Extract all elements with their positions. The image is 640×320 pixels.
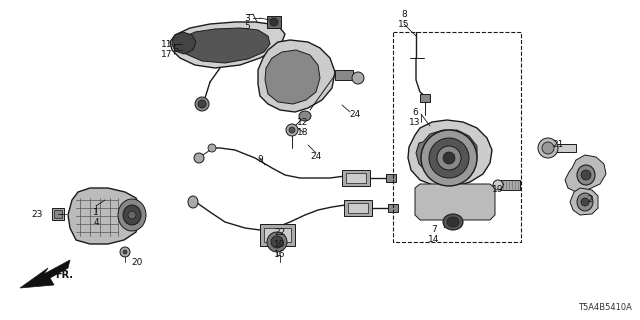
Ellipse shape bbox=[352, 72, 364, 84]
Bar bbox=[393, 32, 521, 242]
Polygon shape bbox=[416, 130, 477, 177]
Polygon shape bbox=[68, 188, 140, 244]
Bar bbox=[335, 70, 353, 80]
Bar bbox=[260, 224, 295, 246]
Text: 12: 12 bbox=[298, 118, 308, 127]
Bar bbox=[556, 144, 576, 152]
Bar bbox=[500, 180, 520, 190]
Ellipse shape bbox=[123, 205, 141, 225]
Text: 11: 11 bbox=[161, 40, 172, 49]
Text: 5: 5 bbox=[244, 22, 250, 31]
Polygon shape bbox=[570, 188, 598, 215]
Ellipse shape bbox=[128, 211, 136, 219]
Ellipse shape bbox=[195, 97, 209, 111]
Polygon shape bbox=[170, 22, 285, 68]
Text: 24: 24 bbox=[349, 110, 360, 119]
Text: 20: 20 bbox=[131, 258, 143, 267]
Text: 2: 2 bbox=[587, 195, 593, 204]
Bar bbox=[386, 174, 396, 182]
Bar bbox=[52, 208, 64, 220]
Polygon shape bbox=[265, 50, 320, 104]
Ellipse shape bbox=[542, 142, 554, 154]
Text: 14: 14 bbox=[428, 235, 440, 244]
Polygon shape bbox=[179, 28, 270, 63]
Bar bbox=[420, 94, 430, 102]
Polygon shape bbox=[20, 260, 70, 288]
Ellipse shape bbox=[437, 146, 461, 170]
Ellipse shape bbox=[194, 153, 204, 163]
Ellipse shape bbox=[443, 214, 463, 230]
Ellipse shape bbox=[299, 111, 311, 121]
Text: 10: 10 bbox=[275, 240, 285, 249]
Ellipse shape bbox=[198, 100, 206, 108]
Ellipse shape bbox=[118, 199, 146, 231]
Ellipse shape bbox=[581, 198, 589, 206]
Polygon shape bbox=[565, 155, 606, 192]
Text: T5A4B5410A: T5A4B5410A bbox=[578, 303, 632, 312]
Text: 13: 13 bbox=[409, 118, 420, 127]
Ellipse shape bbox=[267, 232, 287, 252]
Ellipse shape bbox=[447, 217, 459, 227]
Ellipse shape bbox=[429, 138, 469, 178]
Ellipse shape bbox=[577, 165, 595, 185]
Text: 4: 4 bbox=[93, 218, 99, 227]
Ellipse shape bbox=[123, 250, 127, 254]
Text: 1: 1 bbox=[93, 208, 99, 217]
Polygon shape bbox=[172, 32, 196, 54]
Text: 22: 22 bbox=[275, 228, 285, 237]
Bar bbox=[264, 228, 291, 242]
Ellipse shape bbox=[270, 18, 278, 26]
Text: 3: 3 bbox=[244, 14, 250, 23]
Ellipse shape bbox=[120, 247, 130, 257]
Text: 24: 24 bbox=[310, 152, 322, 161]
Ellipse shape bbox=[538, 138, 558, 158]
Bar bbox=[54, 210, 62, 218]
Ellipse shape bbox=[443, 152, 455, 164]
Text: 23: 23 bbox=[31, 210, 43, 219]
Bar bbox=[267, 16, 281, 28]
Ellipse shape bbox=[289, 127, 295, 133]
Ellipse shape bbox=[208, 144, 216, 152]
Bar bbox=[344, 200, 372, 216]
Text: 9: 9 bbox=[257, 155, 263, 164]
Ellipse shape bbox=[188, 196, 198, 208]
Text: FR.: FR. bbox=[55, 270, 73, 280]
Ellipse shape bbox=[271, 236, 283, 248]
Bar bbox=[388, 204, 398, 212]
Ellipse shape bbox=[493, 180, 503, 190]
Text: 21: 21 bbox=[552, 140, 564, 149]
Ellipse shape bbox=[581, 170, 591, 180]
Ellipse shape bbox=[286, 124, 298, 136]
Text: 16: 16 bbox=[275, 250, 285, 259]
Text: 6: 6 bbox=[412, 108, 418, 117]
Text: 17: 17 bbox=[161, 50, 172, 59]
Polygon shape bbox=[258, 40, 335, 112]
Text: 18: 18 bbox=[297, 128, 308, 137]
Ellipse shape bbox=[421, 130, 477, 186]
Text: 19: 19 bbox=[492, 185, 504, 194]
Bar bbox=[346, 173, 366, 183]
Bar bbox=[348, 203, 368, 213]
Polygon shape bbox=[415, 184, 495, 220]
Text: 15: 15 bbox=[398, 20, 410, 29]
Text: 8: 8 bbox=[401, 10, 407, 19]
Ellipse shape bbox=[577, 193, 593, 211]
Text: 7: 7 bbox=[431, 225, 437, 234]
Polygon shape bbox=[408, 120, 492, 187]
Bar bbox=[342, 170, 370, 186]
